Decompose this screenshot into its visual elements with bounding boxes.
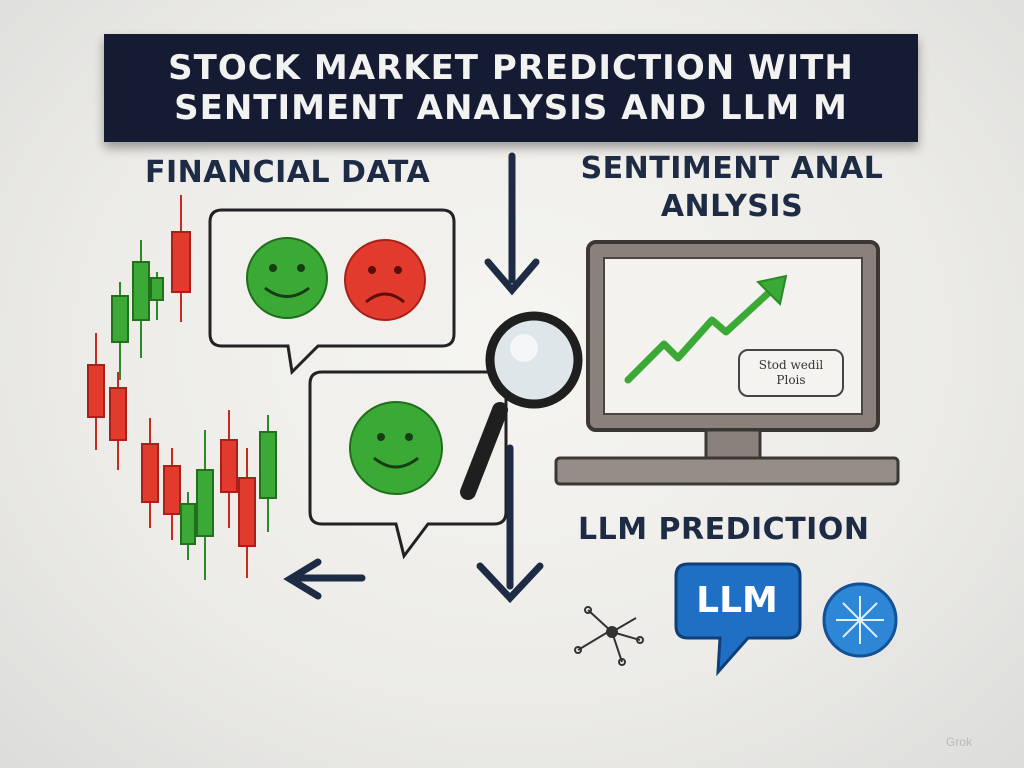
speech-bubble-bottom <box>308 370 508 560</box>
trend-up-arrow-icon <box>624 274 788 384</box>
candle-red-3 <box>109 372 127 470</box>
candle-green-2 <box>132 240 150 358</box>
arrow-down-bottom <box>476 444 544 604</box>
candle-green-1 <box>111 282 129 380</box>
llm-badge-text: LLM <box>696 579 778 621</box>
monitor-icon <box>554 240 900 486</box>
llm-prediction-label: LLM PREDICTION <box>578 512 870 547</box>
monitor-note: Stod wedil Plois <box>738 349 844 397</box>
llm-chat-bubble-icon <box>674 562 802 677</box>
candle-green-3 <box>150 272 164 320</box>
financial-data-label: FINANCIAL DATA <box>145 155 431 190</box>
title-line-2: SENTIMENT ANALYSIS AND LLM M <box>174 88 848 128</box>
candle-green-4 <box>180 492 196 560</box>
flow-arrows <box>283 152 544 604</box>
neural-globe-icon <box>822 582 898 658</box>
candle-red-4 <box>141 418 159 528</box>
candle-green-5 <box>196 430 214 580</box>
candle-red-7 <box>238 448 256 578</box>
arrow-down-top <box>484 152 540 296</box>
arrow-left <box>283 558 366 600</box>
happy-face-icon <box>349 401 443 495</box>
candle-red-6 <box>220 410 238 528</box>
magnifying-glass-icon <box>460 311 583 500</box>
candlestick-chart-icon <box>87 195 277 580</box>
monitor-note-line-1: Stod wedil <box>758 358 824 372</box>
title-banner: STOCK MARKET PREDICTION WITH SENTIMENT A… <box>104 34 918 142</box>
sentiment-label-line-2: ANLYSIS <box>660 189 804 224</box>
sentiment-analysis-label: SENTIMENT ANAL ANLYSIS <box>572 150 892 226</box>
happy-face-icon <box>246 237 328 319</box>
network-node-icon <box>574 606 644 666</box>
candle-red-1 <box>171 195 191 322</box>
watermark: Grok <box>946 735 973 749</box>
candle-red-2 <box>87 333 105 450</box>
candle-green-6 <box>259 415 277 532</box>
title-line-1: STOCK MARKET PREDICTION WITH <box>168 48 854 88</box>
sad-face-icon <box>344 239 426 321</box>
sentiment-label-line-1: SENTIMENT ANAL <box>580 151 884 186</box>
speech-bubble-top <box>208 208 456 376</box>
candle-red-5 <box>163 448 181 540</box>
monitor-note-line-2: Plois <box>776 373 806 387</box>
